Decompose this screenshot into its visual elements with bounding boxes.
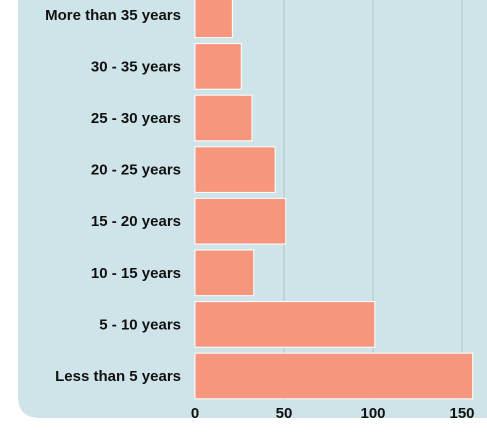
bar-3 [194, 146, 276, 193]
x-tick-label-0: 0 [191, 405, 199, 422]
category-labels: More than 35 years 30 - 35 years 25 - 30 y… [45, 7, 181, 385]
bar-4 [194, 197, 287, 245]
category-label-7: Less than 5 years [55, 368, 181, 385]
category-label-4: 15 - 20 years [91, 213, 181, 230]
x-axis-ticks: 0 50 100 150 [191, 405, 475, 422]
category-label-5: 10 - 15 years [91, 265, 181, 282]
bar-0 [194, 0, 233, 39]
category-label-0: More than 35 years [45, 7, 181, 24]
bar-5 [194, 249, 255, 297]
category-label-2: 25 - 30 years [91, 110, 181, 127]
category-label-1: 30 - 35 years [91, 58, 181, 75]
category-label-6: 5 - 10 years [99, 316, 181, 333]
category-label-3: 20 - 25 years [91, 162, 181, 179]
bar-7 [194, 352, 474, 400]
bar-6 [194, 301, 376, 348]
x-tick-label-100: 100 [360, 405, 385, 422]
bar-1 [194, 43, 242, 90]
x-tick-label-150: 150 [449, 405, 474, 422]
x-tick-label-50: 50 [276, 405, 293, 422]
bars [194, 0, 474, 400]
bar-2 [194, 94, 253, 142]
